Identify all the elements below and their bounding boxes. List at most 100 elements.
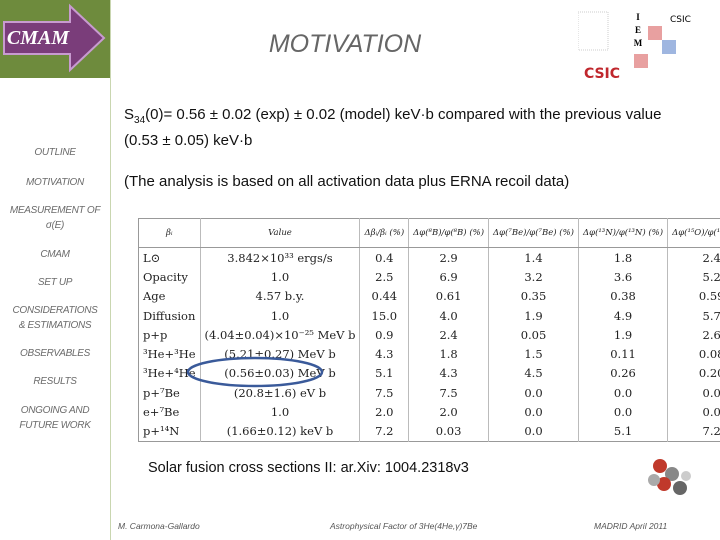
table-cell: 4.0 bbox=[408, 305, 490, 326]
table-cell: 1.4 bbox=[488, 247, 579, 268]
table-cell: 4.57 b.y. bbox=[200, 286, 361, 306]
table-cell: 7.2 bbox=[359, 421, 410, 442]
nav-item: MOTIVATION bbox=[26, 177, 84, 188]
logo-letter: I bbox=[636, 12, 640, 22]
atom bbox=[648, 474, 660, 486]
table-cell: 5.1 bbox=[578, 421, 669, 442]
table-cell: 4.5 bbox=[488, 363, 579, 384]
table-cell: 2.0 bbox=[408, 402, 490, 422]
table-cell: 4.9 bbox=[578, 305, 669, 326]
table-cell: 0.03 bbox=[408, 421, 490, 442]
table-cell: 5.7 bbox=[667, 305, 720, 326]
atom bbox=[653, 459, 667, 473]
molecule bbox=[648, 459, 691, 495]
table-cell: L⊙ bbox=[138, 247, 201, 268]
logo-text: CMAM bbox=[7, 27, 70, 49]
table-cell: 0.0 bbox=[578, 402, 669, 422]
table-cell: 0.26 bbox=[578, 363, 669, 384]
highlight bbox=[186, 356, 324, 388]
table-cell: 0.0 bbox=[667, 383, 720, 403]
column-header: Δβᵢ/βᵢ (%) bbox=[359, 218, 410, 248]
footer-author: M. Carmona-Gallardo bbox=[118, 521, 200, 531]
table-cell: Age bbox=[138, 286, 201, 306]
table-cell: 0.08 bbox=[667, 344, 720, 364]
highlight-ellipse bbox=[186, 356, 324, 388]
column-header: Δφ(⁷Be)/φ(⁷Be) (%) bbox=[488, 218, 579, 248]
note: (The analysis is based on all activation… bbox=[124, 173, 570, 190]
column-header: βᵢ bbox=[138, 218, 201, 248]
table-row: Diffusion 1.0 15.0 4.0 1.9 4.9 5.7 bbox=[138, 305, 720, 326]
table-cell: 3.2 bbox=[488, 267, 579, 287]
atom bbox=[665, 467, 679, 481]
table-cell: 0.0 bbox=[488, 421, 579, 442]
statement-text: (0)= 0.56 ± 0.02 (exp) ± 0.02 (model) ke… bbox=[124, 106, 662, 149]
nav-item: MEASUREMENT OF σ(E) bbox=[9, 205, 101, 231]
table-cell: 4.3 bbox=[408, 363, 490, 384]
table-cell: 3.6 bbox=[578, 267, 669, 287]
table-cell: 0.9 bbox=[359, 325, 410, 345]
logo: CMAM bbox=[0, 0, 110, 78]
subscript: 34 bbox=[134, 115, 146, 126]
atom bbox=[673, 481, 687, 495]
table-cell: 0.61 bbox=[408, 286, 490, 306]
logo-square bbox=[634, 54, 648, 68]
citation: Solar fusion cross sections II: ar.Xiv: … bbox=[148, 460, 469, 476]
table-cell: Opacity bbox=[138, 267, 201, 287]
atom bbox=[681, 471, 691, 481]
footer-place-date: MADRID April 2011 bbox=[594, 521, 668, 531]
table-cell: 0.35 bbox=[488, 286, 579, 306]
table-cell: 4.3 bbox=[359, 344, 410, 364]
logo-square bbox=[648, 26, 662, 40]
column-header: Value bbox=[200, 218, 361, 248]
table-row: ³He+⁴He (0.56±0.03) MeV b 5.1 4.3 4.5 0.26 0.2… bbox=[138, 363, 720, 384]
table-cell: 7.2 bbox=[667, 421, 720, 442]
slide-title: MOTIVATION bbox=[268, 30, 422, 58]
table-cell: 0.59 bbox=[667, 286, 720, 306]
table-cell: 2.4 bbox=[408, 325, 490, 345]
table-cell: 1.9 bbox=[578, 325, 669, 345]
table-cell: 3.842×10³³ ergs/s bbox=[200, 247, 361, 268]
table-cell: 0.05 bbox=[488, 325, 579, 345]
table-cell: 6.9 bbox=[408, 267, 490, 287]
table-cell: 15.0 bbox=[359, 305, 410, 326]
logo-letter: E bbox=[635, 25, 641, 35]
nav-item: ONGOING AND FUTURE WORK bbox=[19, 405, 91, 431]
logo-letter: M bbox=[634, 38, 643, 48]
logo-dots bbox=[578, 11, 609, 51]
table-cell: p+¹⁴N bbox=[138, 421, 201, 442]
logo-arrow bbox=[3, 3, 106, 73]
footer-subject: Astrophysical Factor of 3He(4He,γ)7Be bbox=[330, 521, 478, 531]
nav-item: RESULTS bbox=[33, 376, 77, 387]
nav-item: CONSIDERATIONS & ESTIMATIONS bbox=[12, 305, 98, 331]
table-cell: 0.0 bbox=[667, 402, 720, 422]
table-cell: 0.0 bbox=[488, 383, 579, 403]
header-row: βᵢ Value Δβᵢ/βᵢ (%) Δφ(⁸B)/φ(⁸B) (%) Δφ(⁷Be)… bbox=[138, 218, 720, 248]
table-cell: 1.8 bbox=[578, 247, 669, 268]
table-cell: p+⁷Be bbox=[138, 383, 201, 403]
table-row: p+¹⁴N (1.66±0.12) keV b 7.2 0.03 0.0 5.1 7.2 bbox=[138, 421, 720, 442]
table-cell: 0.20 bbox=[667, 363, 720, 384]
table-cell: ³He+³He bbox=[138, 344, 201, 364]
nav-item: OUTLINE bbox=[34, 147, 76, 158]
column-header: Δφ(¹³N)/φ(¹³N) (%) bbox=[578, 218, 669, 248]
table-cell: 2.6 bbox=[667, 325, 720, 345]
table-cell: 1.8 bbox=[408, 344, 490, 364]
column-header: Δφ(¹⁵O)/φ(¹⁵O) (%) bbox=[667, 218, 720, 248]
column-header: Δφ(⁸B)/φ(⁸B) (%) bbox=[408, 218, 490, 248]
table-cell: (20.8±1.6) eV b bbox=[200, 383, 361, 403]
table: βᵢ Value Δβᵢ/βᵢ (%) Δφ(⁸B)/φ(⁸B) (%) Δφ(⁷Be)… bbox=[138, 218, 720, 442]
institution-logo: I E M CSIC CSIC bbox=[578, 11, 691, 82]
statement: S34(0)= 0.56 ± 0.02 (exp) ± 0.02 (model)… bbox=[124, 105, 684, 151]
table-cell: 0.0 bbox=[488, 402, 579, 422]
table-cell: p+p bbox=[138, 325, 201, 345]
table-cell: 5.2 bbox=[667, 267, 720, 287]
table-cell: (4.04±0.04)×10⁻²⁵ MeV b bbox=[200, 325, 361, 345]
table-cell: (1.66±0.12) keV b bbox=[200, 421, 361, 442]
table-cell: 0.44 bbox=[359, 286, 410, 306]
atom bbox=[657, 477, 671, 491]
table-cell: 1.0 bbox=[200, 305, 361, 326]
table-cell: 0.4 bbox=[359, 247, 410, 268]
table-cell: 2.0 bbox=[359, 402, 410, 422]
